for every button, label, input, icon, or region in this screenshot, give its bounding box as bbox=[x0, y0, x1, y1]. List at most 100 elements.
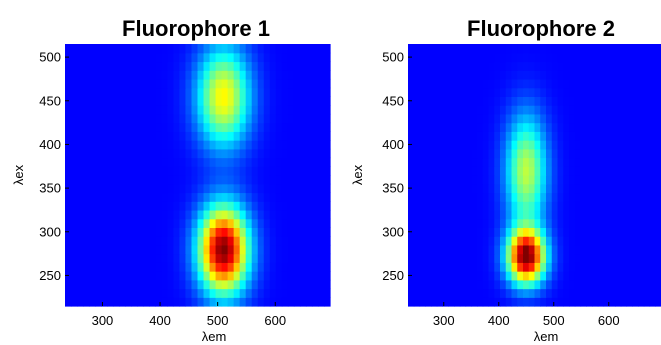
heatmap-cell bbox=[197, 183, 205, 194]
heatmap-cell bbox=[413, 175, 421, 185]
heatmap-cell bbox=[119, 52, 126, 63]
heatmap-cell bbox=[620, 236, 628, 246]
heatmap-cell bbox=[263, 157, 271, 167]
heatmap-cell bbox=[83, 157, 90, 167]
heatmap-cell bbox=[419, 87, 426, 97]
heatmap-cell bbox=[500, 157, 507, 167]
heatmap-cell bbox=[185, 253, 193, 263]
heatmap-cell bbox=[425, 113, 432, 124]
heatmap-cell bbox=[459, 166, 467, 176]
heatmap-cell bbox=[425, 105, 432, 115]
heatmap-cell bbox=[563, 105, 570, 115]
heatmap-cell bbox=[534, 288, 541, 298]
heatmap-cell bbox=[251, 70, 259, 80]
heatmap-cell bbox=[167, 236, 175, 246]
heatmap-cell bbox=[149, 52, 156, 63]
heatmap-cell bbox=[71, 262, 78, 272]
heatmap-cell bbox=[597, 192, 605, 202]
heatmap-cell bbox=[528, 175, 536, 185]
heatmap-cell bbox=[592, 87, 599, 97]
heatmap-cell bbox=[655, 227, 661, 237]
heatmap-cell bbox=[511, 271, 518, 281]
heatmap-cell bbox=[227, 157, 235, 167]
heatmap-cell bbox=[275, 253, 283, 263]
heatmap-cell bbox=[209, 297, 217, 307]
heatmap-cell bbox=[263, 209, 271, 220]
heatmap-cell bbox=[408, 209, 415, 220]
heatmap-cell bbox=[131, 183, 138, 194]
heatmap-cell bbox=[459, 44, 467, 54]
heatmap-cell bbox=[263, 87, 271, 97]
y-tick-label: 450 bbox=[382, 93, 404, 108]
heatmap-cell bbox=[454, 209, 461, 220]
heatmap-cell bbox=[511, 209, 518, 220]
heatmap-cell bbox=[215, 166, 223, 176]
heatmap-cell bbox=[459, 253, 467, 263]
heatmap-cell bbox=[643, 175, 651, 185]
heatmap-cell bbox=[546, 227, 553, 237]
heatmap-cell bbox=[251, 148, 259, 159]
heatmap-cell bbox=[155, 44, 162, 54]
heatmap-cell bbox=[185, 105, 193, 115]
heatmap-cell bbox=[215, 227, 223, 237]
heatmap-cell bbox=[620, 297, 628, 307]
heatmap-cell bbox=[580, 201, 587, 211]
heatmap-cell bbox=[221, 105, 229, 115]
heatmap-cell bbox=[413, 44, 421, 54]
heatmap-cell bbox=[528, 44, 536, 54]
heatmap-cell bbox=[620, 96, 628, 106]
heatmap-cell bbox=[540, 253, 547, 263]
heatmap-cell bbox=[534, 183, 541, 194]
heatmap-cell bbox=[203, 201, 211, 211]
heatmap-cell bbox=[580, 52, 587, 63]
heatmap-cell bbox=[534, 297, 541, 307]
heatmap-cell bbox=[557, 253, 564, 263]
heatmap-cell bbox=[323, 227, 331, 237]
heatmap-cell bbox=[275, 183, 283, 194]
heatmap-cell bbox=[597, 175, 605, 185]
heatmap-cell bbox=[137, 166, 144, 176]
heatmap-cell bbox=[317, 244, 325, 255]
heatmap-cell bbox=[482, 78, 490, 89]
heatmap-cell bbox=[546, 175, 553, 185]
heatmap-cell bbox=[299, 218, 307, 228]
y-axis-label: λex bbox=[350, 164, 365, 185]
heatmap-cell bbox=[149, 113, 156, 124]
heatmap-cell bbox=[269, 227, 277, 237]
heatmap-cell bbox=[620, 44, 628, 54]
heatmap-cell bbox=[638, 209, 645, 220]
heatmap-cell bbox=[523, 140, 530, 150]
heatmap-cell bbox=[83, 279, 90, 290]
heatmap-cell bbox=[299, 192, 307, 202]
heatmap-cell bbox=[551, 52, 559, 63]
heatmap-cell bbox=[281, 113, 289, 124]
heatmap-cell bbox=[131, 288, 138, 298]
heatmap-cell bbox=[245, 140, 253, 150]
x-axis-ticks: 300 400 500 600 bbox=[433, 302, 620, 328]
heatmap-cell bbox=[161, 166, 168, 176]
heatmap-cell bbox=[263, 113, 271, 124]
heatmap-cell bbox=[643, 87, 651, 97]
heatmap-cell bbox=[626, 192, 633, 202]
heatmap-cell bbox=[655, 279, 661, 290]
heatmap-cell bbox=[425, 131, 432, 141]
heatmap-cell bbox=[269, 105, 277, 115]
heatmap-cell bbox=[131, 44, 138, 54]
heatmap-cell bbox=[408, 122, 415, 132]
heatmap-cell bbox=[287, 61, 295, 71]
heatmap-cell bbox=[125, 271, 132, 281]
heatmap-cell bbox=[215, 271, 223, 281]
heatmap-cell bbox=[586, 148, 593, 159]
heatmap-cell bbox=[179, 201, 187, 211]
heatmap-cell bbox=[245, 262, 253, 272]
heatmap-cell bbox=[494, 70, 501, 80]
heatmap-cell bbox=[95, 52, 102, 63]
heatmap-cell bbox=[471, 183, 478, 194]
heatmap-cell bbox=[311, 192, 319, 202]
heatmap-cell bbox=[233, 288, 241, 298]
heatmap-cell bbox=[323, 131, 331, 141]
heatmap-cell bbox=[275, 262, 283, 272]
heatmap-cell bbox=[436, 175, 444, 185]
heatmap-cell bbox=[251, 279, 259, 290]
